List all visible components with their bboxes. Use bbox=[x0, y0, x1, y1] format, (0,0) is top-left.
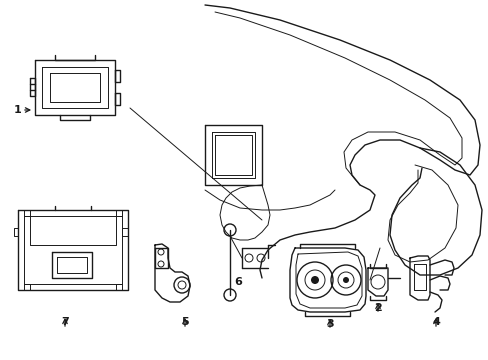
Circle shape bbox=[310, 276, 318, 284]
Text: 7: 7 bbox=[61, 317, 69, 327]
Text: 5: 5 bbox=[181, 317, 188, 327]
Polygon shape bbox=[367, 268, 387, 296]
Polygon shape bbox=[52, 252, 92, 278]
Polygon shape bbox=[155, 248, 168, 268]
Polygon shape bbox=[155, 244, 190, 302]
Text: 1: 1 bbox=[14, 105, 22, 115]
Text: 4: 4 bbox=[431, 317, 439, 327]
Circle shape bbox=[342, 277, 348, 283]
Polygon shape bbox=[204, 125, 262, 185]
Text: 3: 3 bbox=[325, 319, 333, 329]
Text: 2: 2 bbox=[373, 303, 381, 313]
Polygon shape bbox=[409, 256, 429, 300]
Polygon shape bbox=[289, 248, 365, 312]
Text: 6: 6 bbox=[234, 277, 242, 287]
Polygon shape bbox=[35, 60, 115, 115]
Polygon shape bbox=[18, 210, 128, 290]
